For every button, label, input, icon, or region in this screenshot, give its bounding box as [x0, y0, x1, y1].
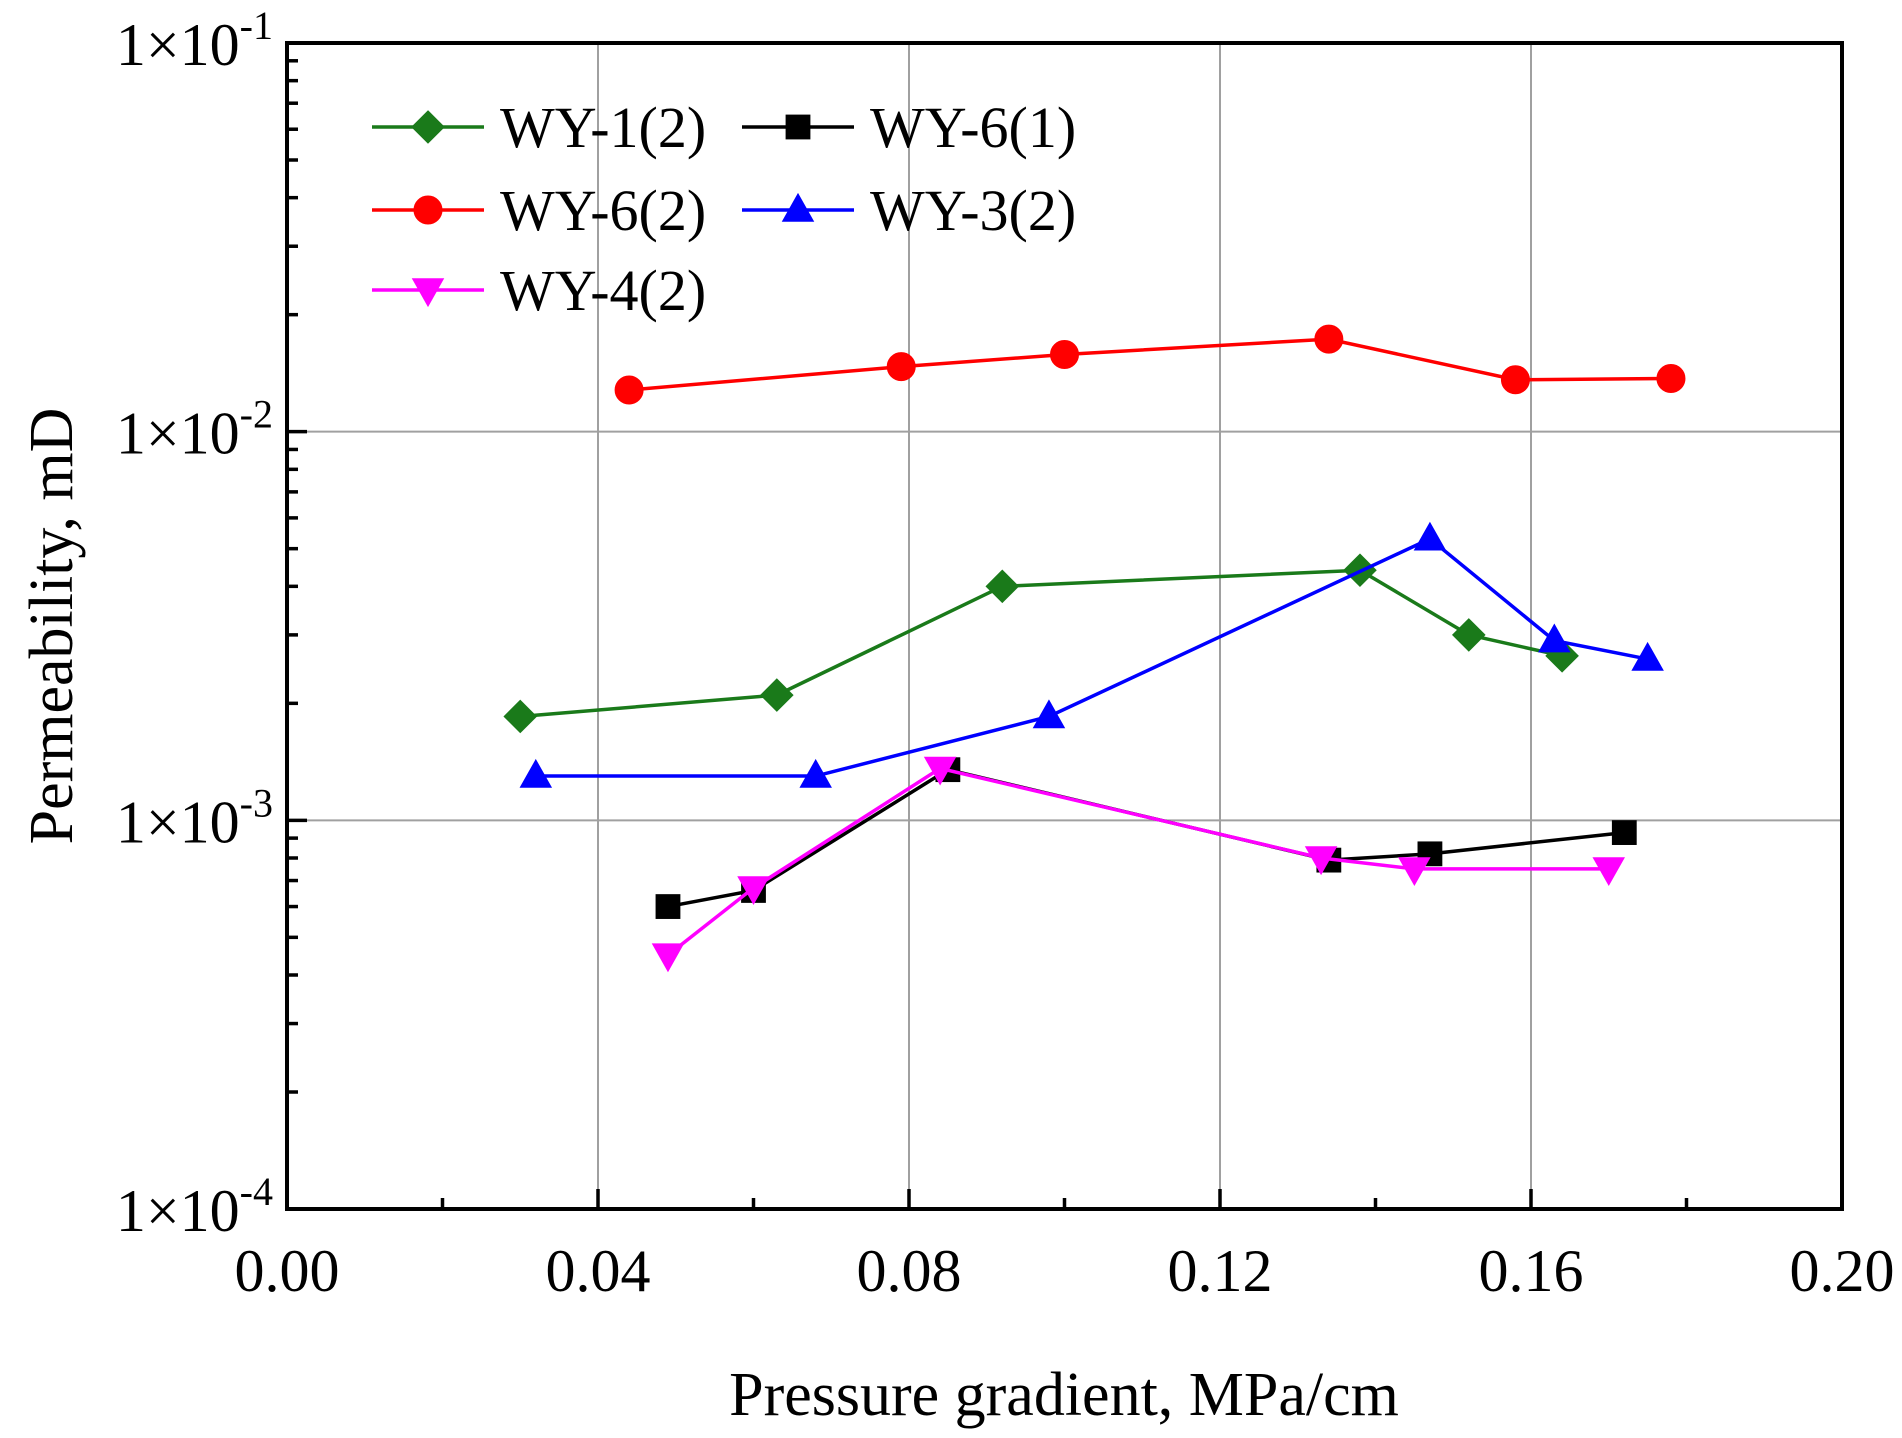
series-WY-1(2) [503, 553, 1579, 734]
data-point [1500, 365, 1530, 395]
data-point [799, 758, 832, 788]
data-point [985, 569, 1020, 604]
legend-label: WY-4(2) [500, 258, 706, 323]
data-point [1314, 324, 1344, 354]
legend-item: WY-6(1) [742, 95, 1076, 160]
series-WY-4(2) [651, 756, 1626, 973]
x-tick-label: 0.00 [235, 1238, 340, 1304]
legend-item: WY-6(2) [372, 178, 706, 243]
data-point [1032, 699, 1066, 729]
data-point [651, 943, 685, 973]
series-line [535, 536, 1648, 778]
legend-marker [785, 114, 811, 140]
data-point [503, 699, 538, 734]
data-point [1451, 618, 1486, 652]
data-point [519, 758, 553, 788]
x-tick-label: 0.20 [1790, 1238, 1895, 1304]
legend: WY-1(2) WY-6(1) WY-6(2) WY-3(2) WY-4(2) [372, 95, 1076, 323]
y-tick-mantissa: 1×10 [116, 401, 240, 467]
legend-label: WY-3(2) [870, 178, 1076, 243]
legend-marker [781, 192, 815, 222]
y-tick-exponent: -2 [240, 392, 273, 437]
legend-label: WY-6(1) [870, 95, 1076, 160]
y-tick-label: 1×10-2 [116, 392, 273, 467]
y-tick-label: 1×10-3 [116, 780, 273, 855]
y-tick-exponent: -3 [240, 780, 273, 825]
data-point [1050, 339, 1079, 369]
y-tick-mantissa: 1×10 [116, 789, 240, 855]
series-line [520, 568, 1563, 719]
x-tick-label: 0.04 [546, 1238, 651, 1304]
y-tick-label: 1×10-1 [116, 3, 273, 78]
series-line [628, 337, 1671, 392]
series-line [667, 767, 1625, 909]
series-WY-6(2) [614, 324, 1686, 405]
series-layer [503, 324, 1686, 973]
data-point [1538, 623, 1571, 653]
y-tick-mantissa: 1×10 [116, 1178, 240, 1244]
axis-ticks [285, 41, 1844, 1211]
x-axis-label: Pressure gradient, MPa/cm [729, 1361, 1399, 1429]
x-tick-label: 0.08 [857, 1238, 962, 1304]
tick-labels: 0.00 0.04 0.08 0.12 0.16 0.201×10-41×10-31×10… [116, 3, 1895, 1304]
x-tick-label: 0.12 [1168, 1238, 1273, 1304]
data-point [1611, 820, 1637, 845]
legend-item: WY-4(2) [372, 258, 706, 323]
legend-label: WY-1(2) [500, 95, 706, 160]
data-point [760, 678, 794, 712]
y-tick-exponent: -4 [240, 1169, 273, 1214]
legend-marker [411, 110, 445, 144]
y-tick-label: 1×10-4 [116, 1169, 273, 1244]
legend-marker [413, 195, 443, 225]
legend-marker [411, 278, 445, 308]
data-point [1304, 846, 1338, 876]
grid-lines [287, 43, 1842, 1209]
data-point [614, 375, 644, 405]
legend-item: WY-3(2) [742, 178, 1076, 243]
y-tick-exponent: -1 [240, 3, 273, 48]
y-tick-mantissa: 1×10 [116, 12, 240, 78]
series-line [666, 766, 1609, 957]
series-WY-3(2) [519, 521, 1664, 788]
data-point [886, 352, 916, 382]
legend-item: WY-1(2) [372, 95, 706, 160]
data-point [1631, 641, 1664, 671]
legend-label: WY-6(2) [500, 178, 706, 243]
data-point [1592, 857, 1626, 887]
data-point [655, 894, 681, 919]
x-tick-label: 0.16 [1479, 1238, 1584, 1304]
data-point [1398, 857, 1431, 887]
data-point [1413, 521, 1447, 551]
y-axis-label: Permeability, mD [18, 408, 86, 845]
data-point [737, 876, 770, 906]
data-point [923, 756, 957, 786]
data-point [1656, 364, 1686, 394]
